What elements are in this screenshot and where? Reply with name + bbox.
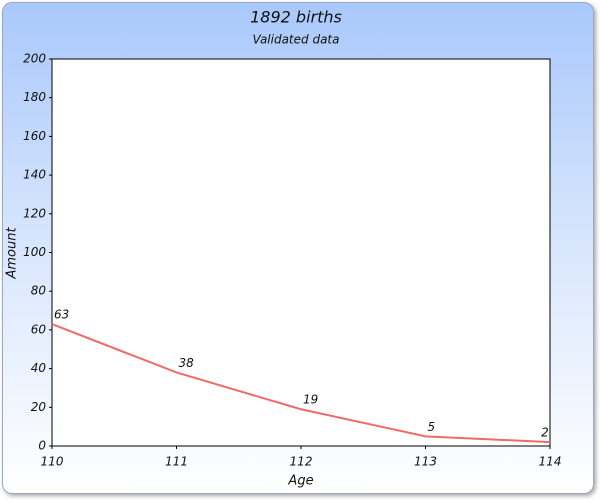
x-tick-label: 110: [41, 455, 64, 469]
x-axis-title: Age: [287, 474, 313, 489]
data-label: 5: [428, 420, 436, 434]
y-tick-label: 100: [23, 245, 46, 259]
y-tick-label: 140: [23, 168, 46, 182]
data-label: 19: [303, 393, 318, 407]
plot-area: [51, 58, 551, 447]
y-axis-title: Amount: [5, 227, 20, 280]
x-tick-label: 114: [539, 455, 562, 469]
x-tick-label: 112: [290, 455, 313, 469]
y-tick-label: 0: [38, 439, 46, 453]
y-tick-label: 20: [31, 400, 47, 414]
y-tick-label: 120: [23, 206, 46, 220]
y-tick-label: 200: [23, 52, 46, 66]
y-tick-label: 60: [31, 322, 47, 336]
y-tick-label: 160: [23, 129, 46, 143]
data-label: 63: [54, 308, 69, 322]
data-line: [51, 323, 551, 444]
x-tick-label: 113: [414, 455, 437, 469]
y-tick-label: 180: [23, 90, 46, 104]
data-label: 38: [179, 356, 195, 370]
x-tick-label: 111: [165, 455, 188, 469]
chart-title: 1892 births: [250, 8, 342, 27]
chart-subtitle: Validated data: [253, 33, 340, 47]
y-tick-label: 40: [31, 361, 47, 375]
y-tick-label: 80: [31, 284, 47, 298]
data-label: 2: [541, 426, 549, 440]
